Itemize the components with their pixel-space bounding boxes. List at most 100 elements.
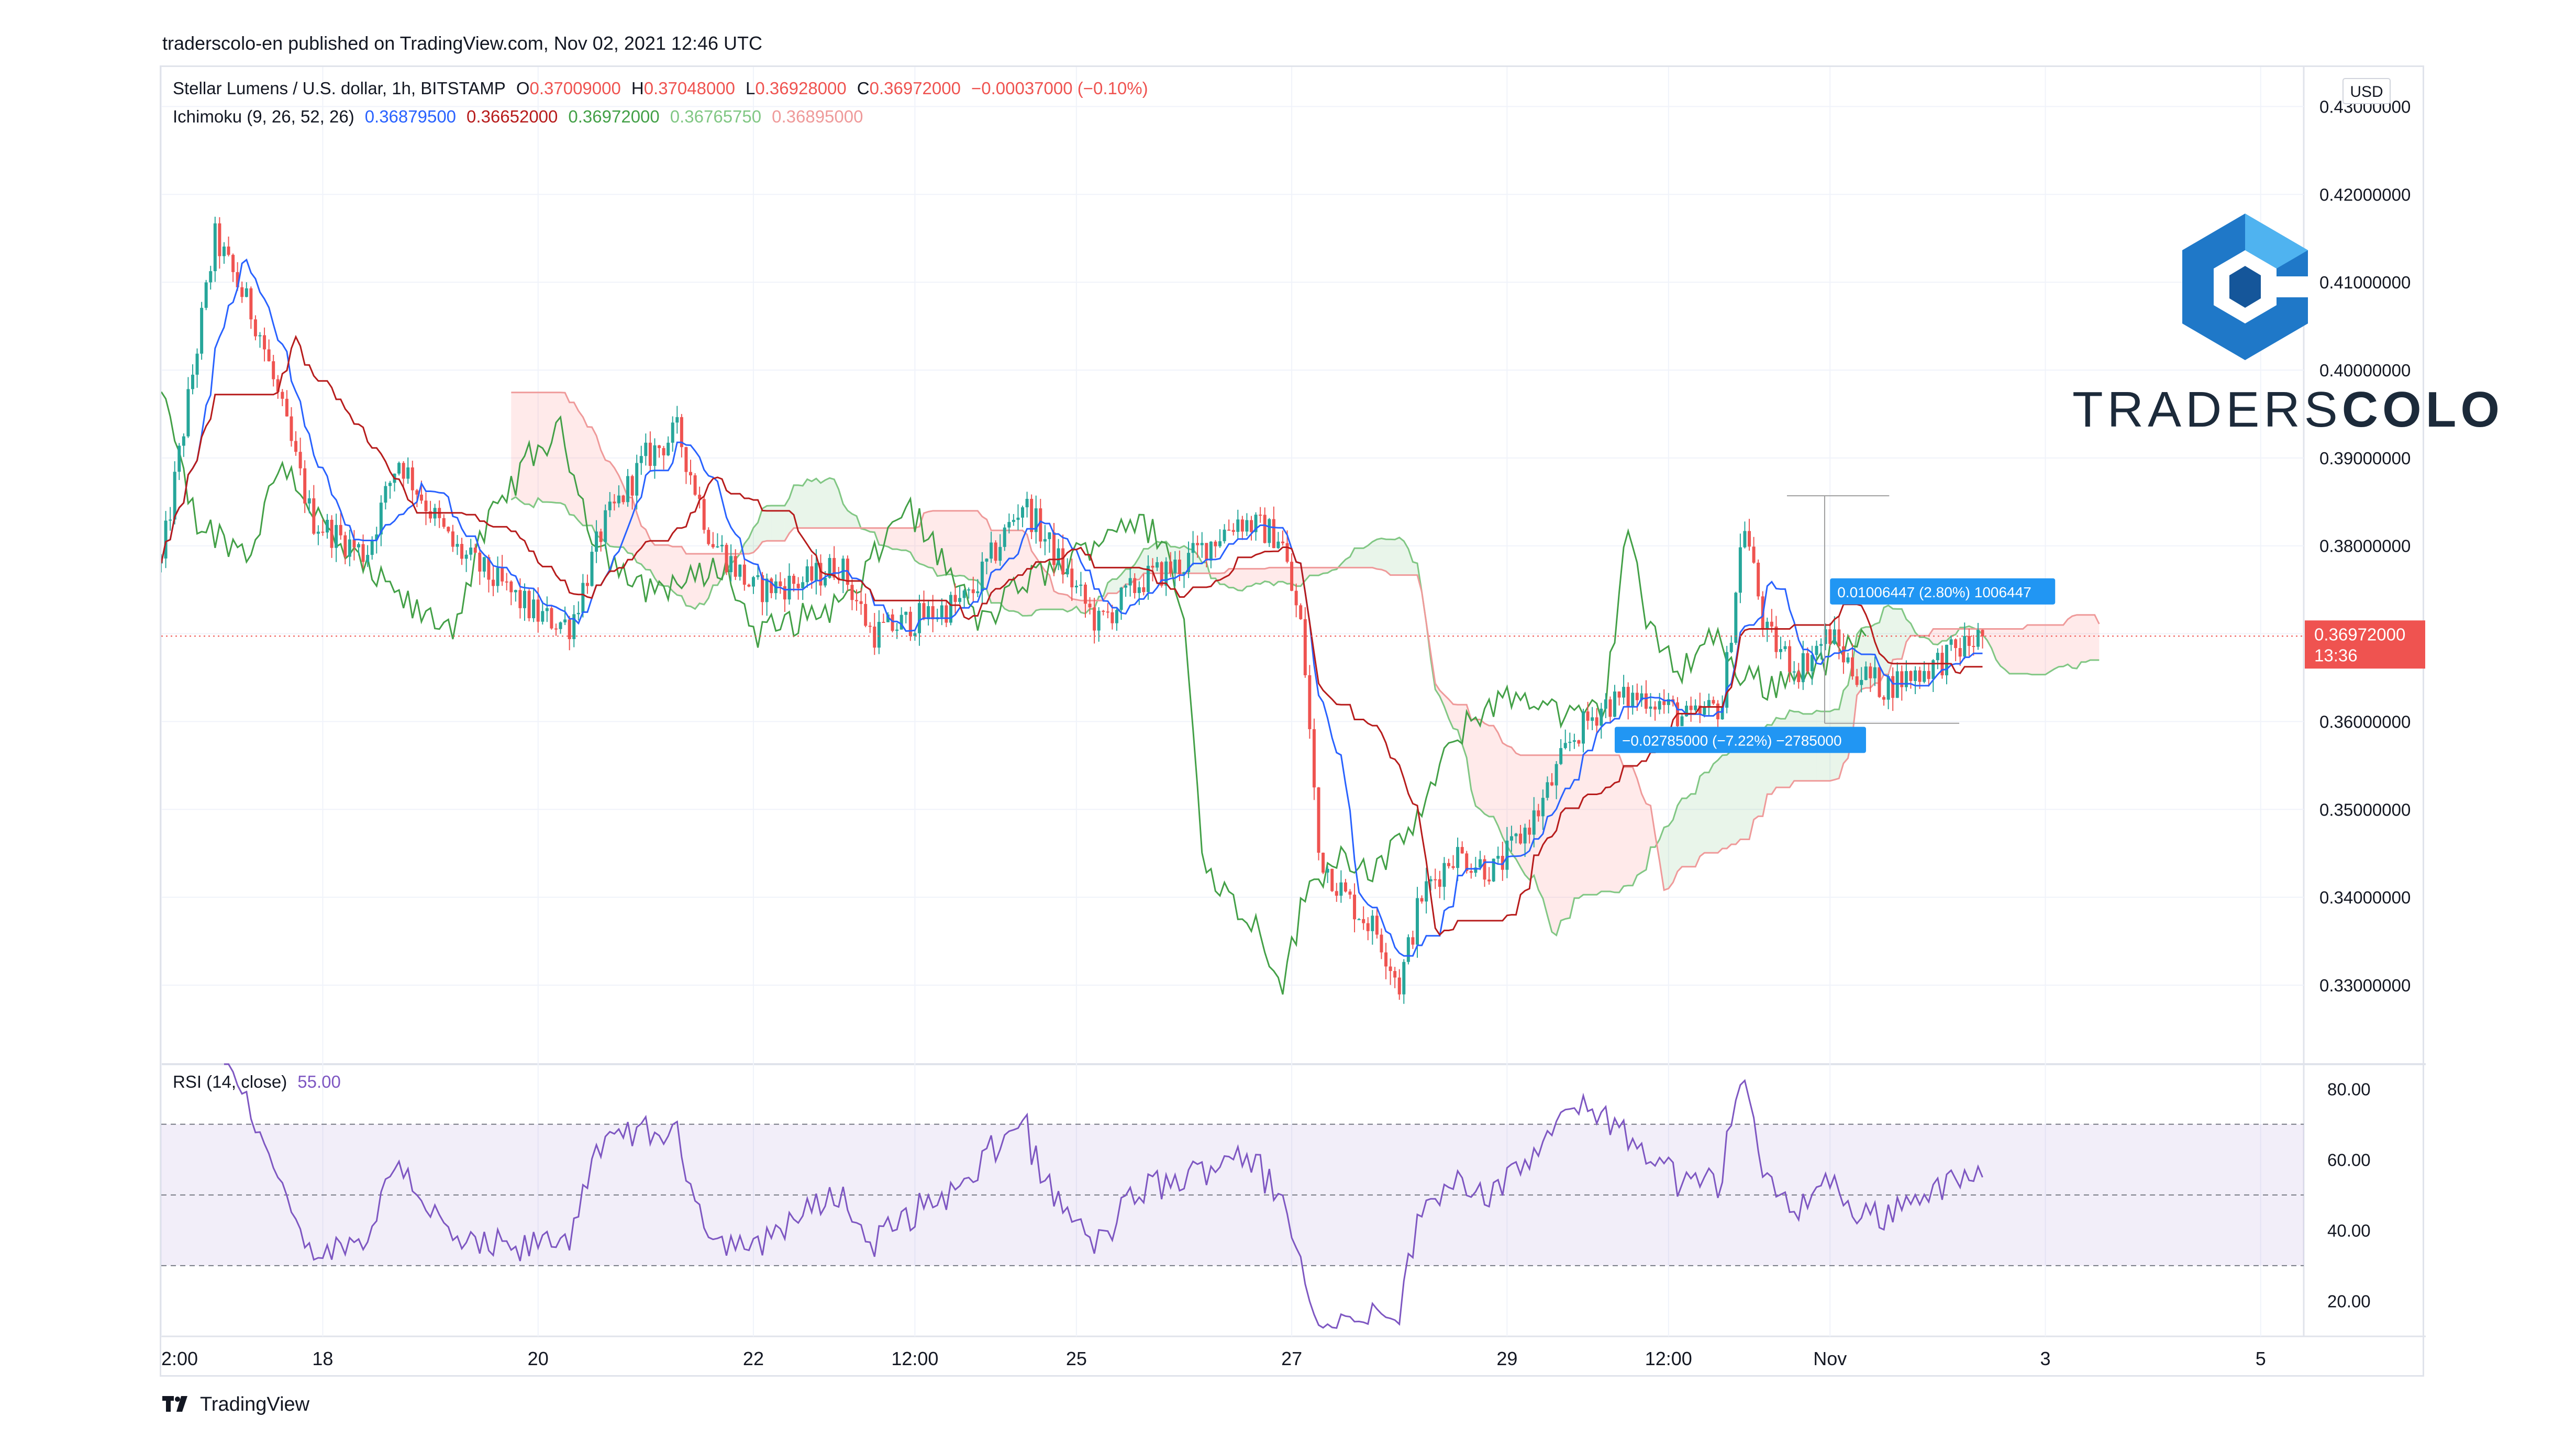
cloud-segment bbox=[2077, 615, 2082, 669]
cloud-segment bbox=[1408, 549, 1413, 575]
candle-body bbox=[787, 575, 791, 600]
candle-body bbox=[1914, 670, 1917, 682]
cloud-segment bbox=[1641, 794, 1646, 873]
candle-body bbox=[281, 392, 284, 399]
cloud-segment bbox=[672, 546, 678, 595]
candle-body bbox=[1151, 565, 1154, 568]
candle-body bbox=[1353, 895, 1357, 920]
cloud-segment bbox=[753, 522, 758, 553]
time-axis-tick-label: 29 bbox=[1496, 1348, 1517, 1369]
time-axis-tick-label: 2:00 bbox=[161, 1348, 198, 1369]
price-tag-value: 0.36972000 bbox=[2314, 624, 2405, 644]
candle-body bbox=[1936, 653, 1939, 661]
price-chart[interactable]: 0.430000000.420000000.410000000.40000000… bbox=[161, 67, 2426, 1378]
cloud-segment bbox=[1480, 719, 1485, 814]
candle-body bbox=[1864, 666, 1868, 680]
candle-body bbox=[1317, 787, 1320, 853]
h-label: H bbox=[631, 79, 644, 98]
cloud-segment bbox=[2068, 616, 2072, 668]
candle-body bbox=[298, 452, 302, 468]
candle-body bbox=[796, 584, 800, 588]
candle-body bbox=[236, 272, 239, 287]
candle-body bbox=[595, 531, 598, 552]
measure-tool: 0.01006447 (2.80%) 1006447 −0.02785000 (−… bbox=[1614, 495, 2056, 753]
tradingview-logo-text: TradingView bbox=[200, 1393, 310, 1415]
cloud-segment bbox=[1054, 591, 1059, 610]
candle-body bbox=[1819, 644, 1823, 646]
candle-body bbox=[267, 349, 271, 362]
candle-body bbox=[451, 531, 454, 547]
cloud-segment bbox=[2036, 625, 2041, 675]
kijun-sen-line bbox=[161, 334, 1983, 936]
cloud-segment bbox=[1242, 568, 1247, 591]
measure-up-label: 0.01006447 (2.80%) 1006447 bbox=[1837, 584, 2031, 600]
cloud-segment bbox=[2040, 625, 2046, 675]
candle-body bbox=[864, 604, 868, 626]
cloud-segment bbox=[1879, 607, 1884, 684]
cloud-segment bbox=[1296, 567, 1301, 586]
currency-box bbox=[2342, 78, 2391, 104]
rsi-axis-tick-label: 20.00 bbox=[2327, 1291, 2371, 1311]
cloud-segment bbox=[2018, 629, 2023, 674]
price-axis-tick-label: 0.36000000 bbox=[2319, 712, 2411, 731]
candle-body bbox=[1025, 498, 1029, 508]
candle-body bbox=[635, 463, 639, 496]
tradingview-logo[interactable]: TradingView bbox=[162, 1393, 309, 1416]
symbol-legend: Stellar Lumens / U.S. dollar, 1h, BITSTA… bbox=[173, 79, 1159, 98]
candle-body bbox=[460, 544, 464, 559]
cloud-segment bbox=[1987, 629, 1992, 649]
candle-body bbox=[478, 552, 482, 572]
candle-body bbox=[1469, 870, 1473, 873]
candle-body bbox=[1509, 836, 1513, 841]
candle-body bbox=[1644, 693, 1648, 709]
cloud-segment bbox=[1368, 542, 1373, 568]
candle-body bbox=[590, 552, 594, 586]
candle-body bbox=[1335, 891, 1338, 896]
candle-body bbox=[630, 476, 634, 496]
time-axis-tick-label: 20 bbox=[528, 1348, 549, 1369]
rsi-title: RSI (14, close) bbox=[173, 1072, 287, 1091]
candle-body bbox=[1128, 578, 1132, 586]
cloud-segment bbox=[812, 478, 816, 528]
cloud-segment bbox=[1264, 567, 1270, 583]
cloud-segment bbox=[650, 540, 655, 578]
cloud-segment bbox=[1695, 776, 1700, 867]
candle-body bbox=[182, 436, 185, 446]
cloud-segment bbox=[784, 498, 790, 541]
cloud-segment bbox=[654, 545, 660, 585]
candle-body bbox=[1012, 520, 1015, 522]
candle-body bbox=[1052, 532, 1056, 565]
candle-body bbox=[1137, 587, 1141, 593]
candle-body bbox=[532, 599, 536, 619]
candle-body bbox=[747, 585, 751, 587]
cloud-segment bbox=[749, 528, 753, 554]
candle-body bbox=[348, 539, 351, 557]
candle-body bbox=[1958, 648, 1962, 657]
candle-body bbox=[644, 442, 648, 456]
cloud-segment bbox=[1727, 751, 1731, 849]
candle-body bbox=[1855, 676, 1859, 685]
candle-body bbox=[1362, 919, 1365, 923]
cloud-segment bbox=[780, 505, 785, 541]
candle-body bbox=[1492, 858, 1495, 881]
candle-body bbox=[1792, 671, 1796, 673]
candle-body bbox=[1770, 621, 1773, 627]
chart-frame[interactable]: 0.43000000 0.42000000 0.41000000 0.40000000… bbox=[160, 65, 2500, 1378]
candle-body bbox=[1582, 711, 1585, 744]
candle-body bbox=[648, 442, 652, 466]
cloud-segment bbox=[1251, 568, 1256, 586]
cloud-segment bbox=[1282, 567, 1287, 584]
cloud-segment bbox=[681, 546, 686, 606]
cloud-segment bbox=[1063, 594, 1068, 612]
cloud-segment bbox=[1031, 551, 1036, 616]
candle-body bbox=[410, 467, 414, 490]
cloud-segment bbox=[1390, 539, 1395, 575]
candle-body bbox=[801, 582, 805, 588]
candle-body bbox=[1322, 853, 1325, 873]
cloud-segment bbox=[906, 528, 911, 552]
candle-body bbox=[1160, 562, 1163, 586]
candle-body bbox=[1429, 879, 1433, 881]
cloud-segment bbox=[1996, 629, 2001, 666]
candle-body bbox=[1703, 707, 1706, 715]
cloud-segment bbox=[1471, 719, 1476, 806]
